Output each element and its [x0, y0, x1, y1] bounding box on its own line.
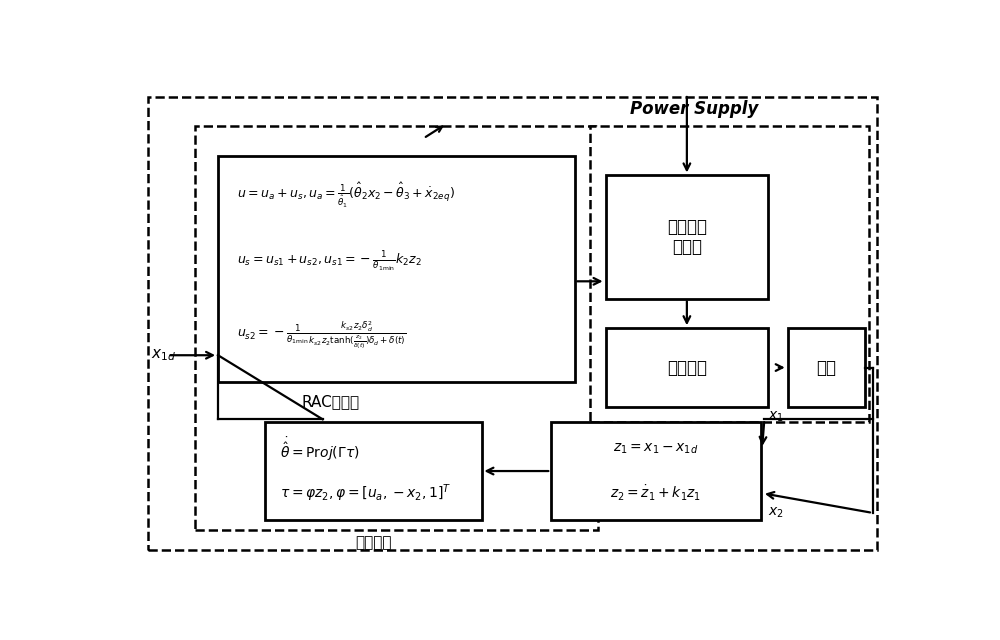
Text: $\tau = \varphi z_2, \varphi = [u_a, -x_2, 1]^T$: $\tau = \varphi z_2, \varphi = [u_a, -x_… — [280, 483, 451, 504]
FancyBboxPatch shape — [606, 328, 768, 407]
Text: 商业电气
驱动器: 商业电气 驱动器 — [667, 218, 707, 257]
FancyBboxPatch shape — [218, 156, 574, 382]
Text: $x_2$: $x_2$ — [768, 506, 784, 520]
FancyBboxPatch shape — [264, 422, 482, 520]
FancyBboxPatch shape — [148, 97, 877, 550]
Text: $u = u_a + u_s, u_a = \frac{1}{\hat{\theta}_1}(\hat{\theta}_2 x_2 - \hat{\theta}: $u = u_a + u_s, u_a = \frac{1}{\hat{\the… — [237, 180, 455, 210]
FancyBboxPatch shape — [195, 126, 598, 530]
FancyBboxPatch shape — [606, 175, 768, 298]
Text: $x_{1d}$: $x_{1d}$ — [151, 348, 176, 363]
Text: $u_s = u_{s1} + u_{s2}, u_{s1} = -\frac{1}{\theta_{1\min}} k_2 z_2$: $u_s = u_{s1} + u_{s2}, u_{s1} = -\frac{… — [237, 250, 422, 274]
FancyBboxPatch shape — [590, 126, 869, 422]
Text: RAC控制器: RAC控制器 — [301, 394, 359, 410]
Text: $x_1$: $x_1$ — [768, 410, 784, 424]
Text: 直流电机: 直流电机 — [667, 358, 707, 376]
Text: $z_2 = \dot{z}_1 + k_1 z_1$: $z_2 = \dot{z}_1 + k_1 z_1$ — [610, 484, 701, 503]
Text: Power Supply: Power Supply — [630, 100, 759, 118]
Text: $\dot{\hat{\theta}} = \mathrm{Pr}oj(\Gamma\tau)$: $\dot{\hat{\theta}} = \mathrm{Pr}oj(\Gam… — [280, 435, 360, 463]
Text: $u_{s2} = -\frac{1}{\theta_{1\min}} \frac{k_{s2} z_2 \delta_d^2}{k_{s2} z_2 \tan: $u_{s2} = -\frac{1}{\theta_{1\min}} \fra… — [237, 319, 407, 351]
FancyBboxPatch shape — [788, 328, 865, 407]
Text: $z_1 = x_1 - x_{1d}$: $z_1 = x_1 - x_{1d}$ — [613, 442, 699, 456]
FancyBboxPatch shape — [551, 422, 761, 520]
Text: 负载: 负载 — [816, 358, 836, 376]
Text: 自适应律: 自适应律 — [355, 535, 391, 550]
